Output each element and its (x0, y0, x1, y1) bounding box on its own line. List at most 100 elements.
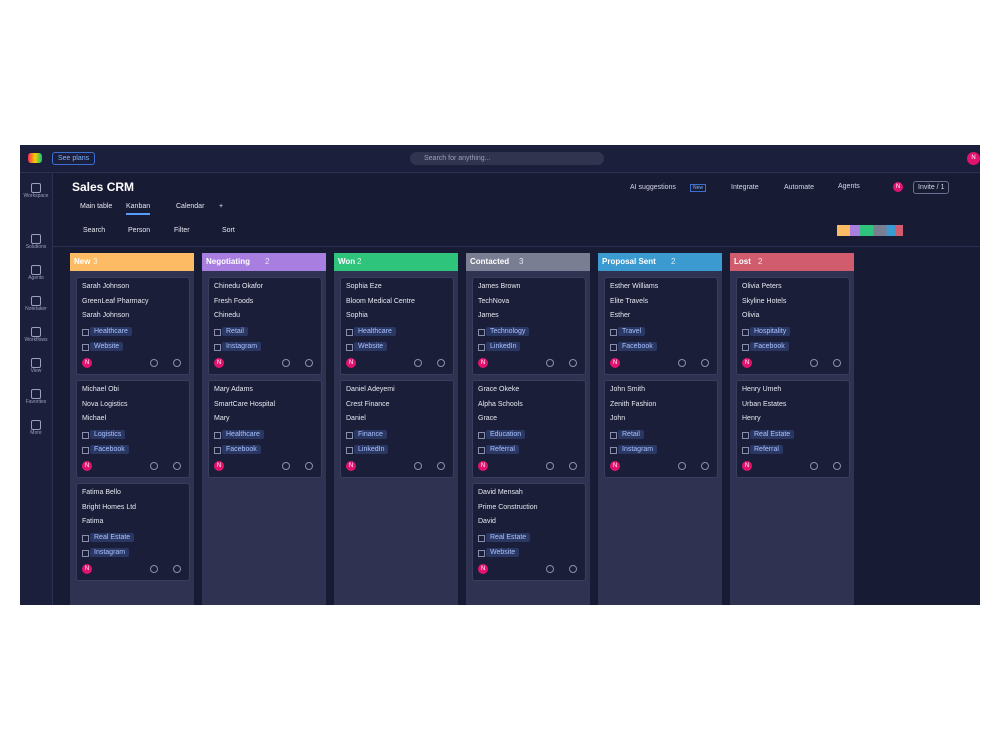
tab[interactable]: Main table (80, 203, 113, 210)
call-icon[interactable] (437, 359, 445, 367)
call-icon[interactable] (833, 359, 841, 367)
comment-icon[interactable] (810, 359, 818, 367)
call-icon[interactable] (173, 359, 181, 367)
card-company: Fresh Foods (214, 297, 254, 305)
integrate[interactable]: Integrate (731, 184, 759, 191)
card-contact: David (478, 518, 496, 525)
deal-card[interactable]: Sarah Johnson GreenLeaf Pharmacy Sarah Joh… (76, 277, 190, 375)
card-name: Esther Williams (610, 283, 659, 290)
deal-card[interactable]: James Brown TechNova James Technology Linked… (472, 277, 586, 375)
deal-card[interactable]: Fatima Bello Bright Homes Ltd Fatima Real E… (76, 483, 190, 581)
comment-icon[interactable] (546, 462, 554, 470)
tab[interactable]: Calendar (176, 203, 205, 210)
deal-card[interactable]: Sophia Eze Bloom Medical Centre Sophia Heal… (340, 277, 454, 375)
column-count: 3 (519, 257, 524, 266)
comment-icon[interactable] (282, 359, 290, 367)
tag: Facebook (90, 445, 129, 454)
sidebar-icon[interactable] (31, 234, 41, 244)
sidebar-icon[interactable] (31, 327, 41, 337)
comment-icon[interactable] (810, 462, 818, 470)
deal-card[interactable]: Michael Obi Nova Logistics Michael Logistic… (76, 380, 190, 478)
deal-card[interactable]: David Mensah Prime Construction David Real … (472, 483, 586, 581)
deal-card[interactable]: Chinedu Okafor Fresh Foods Chinedu Retail In… (208, 277, 322, 375)
tag: Healthcare (90, 327, 132, 336)
tag-icon (610, 329, 617, 336)
column: Lost 2 Olivia Peters Skyline Hotels Olivia Ho… (730, 253, 854, 605)
comment-icon[interactable] (546, 565, 554, 573)
tag-icon (82, 535, 89, 542)
card-contact: Sophia (346, 312, 368, 319)
invite-button[interactable]: Invite / 1 (913, 181, 950, 194)
plans-button[interactable]: See plans (52, 152, 96, 165)
top-bar: See plans Search for anything... N (20, 145, 980, 173)
sidebar-label[interactable]: Agents (28, 275, 44, 281)
comment-icon[interactable] (414, 359, 422, 367)
call-icon[interactable] (437, 462, 445, 470)
tag-icon (214, 432, 221, 439)
deal-card[interactable]: Henry Umeh Urban Estates Henry Real Estate R… (736, 380, 850, 478)
call-icon[interactable] (305, 359, 313, 367)
sidebar-icon[interactable] (31, 389, 41, 399)
automate[interactable]: Automate (784, 184, 814, 191)
comment-icon[interactable] (150, 462, 158, 470)
owner-avatar[interactable]: N (893, 182, 903, 192)
call-icon[interactable] (173, 462, 181, 470)
sidebar-icon[interactable] (31, 296, 41, 306)
call-icon[interactable] (305, 462, 313, 470)
search-box[interactable]: Search for anything... (410, 152, 604, 165)
deal-card[interactable]: Grace Okeke Alpha Schools Grace Education Re… (472, 380, 586, 478)
call-icon[interactable] (173, 565, 181, 573)
sidebar-icon[interactable] (31, 265, 41, 275)
ai-suggestions[interactable]: AI suggestions (630, 184, 676, 191)
tag-icon (346, 432, 353, 439)
call-icon[interactable] (569, 462, 577, 470)
deal-card[interactable]: Daniel Adeyemi Crest Finance Daniel Finance… (340, 380, 454, 478)
tag: Real Estate (486, 533, 531, 542)
card-avatar: N (346, 358, 356, 368)
sidebar-label[interactable]: More (30, 430, 42, 436)
user-avatar[interactable]: N (967, 152, 980, 165)
deal-card[interactable]: Esther Williams Elite Travels Esther Travel… (604, 277, 718, 375)
comment-icon[interactable] (678, 359, 686, 367)
call-icon[interactable] (701, 462, 709, 470)
board-title[interactable]: Sales CRM (72, 180, 135, 194)
comment-icon[interactable] (678, 462, 686, 470)
column-header: Won 2 (334, 253, 458, 271)
tag-icon (742, 432, 749, 439)
comment-icon[interactable] (150, 359, 158, 367)
tab[interactable]: Kanban (126, 203, 151, 215)
sidebar-label[interactable]: View (30, 368, 42, 374)
toolbar-button[interactable]: Sort (222, 227, 235, 234)
deal-card[interactable]: Olivia Peters Skyline Hotels Olivia Hospita… (736, 277, 850, 375)
sidebar-icon[interactable] (31, 358, 41, 368)
tag: Facebook (750, 342, 789, 351)
card-company: Alpha Schools (478, 400, 523, 408)
agents[interactable]: Agents (838, 183, 860, 190)
call-icon[interactable] (569, 359, 577, 367)
call-icon[interactable] (569, 565, 577, 573)
toolbar-button[interactable]: Person (128, 227, 151, 234)
sidebar-label[interactable]: Workspace (23, 193, 49, 199)
comment-icon[interactable] (414, 462, 422, 470)
comment-icon[interactable] (546, 359, 554, 367)
sidebar-label[interactable]: Favorites (25, 399, 47, 405)
toolbar-button[interactable]: Filter (174, 227, 190, 234)
column-header: Proposal Sent 2 (598, 253, 722, 271)
call-icon[interactable] (833, 462, 841, 470)
toolbar-button[interactable]: Search (83, 227, 106, 234)
sidebar-icon[interactable] (31, 183, 41, 193)
deal-card[interactable]: Mary Adams SmartCare Hospital Mary Healthca… (208, 380, 322, 478)
sidebar-label[interactable]: Notetaker (25, 306, 47, 312)
tag-icon (82, 344, 89, 351)
call-icon[interactable] (701, 359, 709, 367)
sidebar-label[interactable]: Workflows (24, 337, 48, 343)
comment-icon[interactable] (282, 462, 290, 470)
column-title: New (74, 257, 91, 266)
sidebar-icon[interactable] (31, 420, 41, 430)
column-count: 2 (265, 257, 270, 266)
card-avatar: N (478, 461, 488, 471)
comment-icon[interactable] (150, 565, 158, 573)
sidebar-label[interactable]: Solutions (25, 244, 47, 250)
tab[interactable]: + (219, 203, 224, 210)
deal-card[interactable]: John Smith Zenith Fashion John Retail Instag… (604, 380, 718, 478)
